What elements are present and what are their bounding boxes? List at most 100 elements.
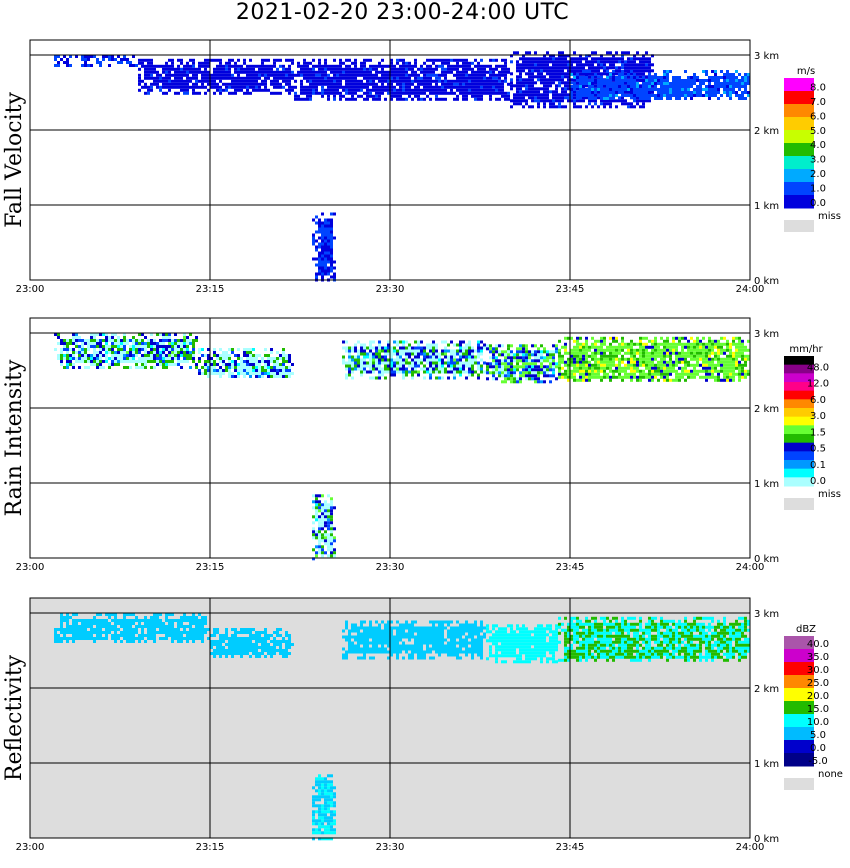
echo-cell [132,342,135,345]
echo-cell [330,85,333,89]
echo-cell [426,82,429,86]
echo-cell [390,94,393,98]
echo-cell [186,360,189,363]
echo-cell [654,76,657,79]
echo-cell [303,91,306,95]
echo-cell [639,69,642,73]
echo-cell [426,361,429,365]
echo-cell [309,76,312,80]
echo-cell [510,377,513,381]
echo-cell [96,631,99,634]
echo-cell [180,351,183,354]
echo-cell [690,342,693,346]
echo-cell [228,70,231,74]
echo-cell [606,88,609,91]
echo-cell [546,51,549,55]
echo-cell [279,58,282,62]
echo-cell [255,357,258,360]
echo-cell [645,336,648,340]
echo-cell [387,343,390,347]
echo-cell [234,67,237,71]
echo-cell [477,367,480,371]
echo-cell [543,81,546,85]
echo-cell [726,76,729,79]
echo-cell [78,619,81,622]
echo-cell [564,375,567,379]
echo-cell [600,351,603,355]
echo-cell [549,78,552,82]
echo-cell [426,94,429,98]
echo-cell [366,97,369,101]
echo-cell [636,85,639,88]
echo-cell [435,349,438,353]
echo-cell [702,342,705,346]
echo-cell [591,369,594,373]
echo-cell [318,548,321,552]
echo-cell [396,343,399,347]
echo-cell [330,236,333,240]
echo-cell [738,348,741,352]
echo-cell [54,640,57,643]
echo-cell [87,354,90,357]
echo-cell [207,360,210,363]
echo-cell [582,354,585,358]
echo-cell [354,64,357,68]
echo-cell [285,375,288,378]
echo-cell [192,354,195,357]
echo-cell [507,362,510,366]
echo-cell [624,375,627,379]
echo-cell [81,348,84,351]
echo-cell [168,339,171,342]
echo-cell [321,70,324,74]
echo-cell [636,342,639,346]
echo-cell [540,75,543,79]
echo-cell [660,372,663,376]
echo-cell [654,366,657,370]
echo-cell [654,369,657,373]
echo-cell [543,365,546,369]
echo-cell [744,357,747,361]
echo-cell [339,91,342,95]
echo-cell [459,91,462,95]
echo-cell [243,79,246,83]
echo-cell [120,351,123,354]
echo-cell [330,239,333,243]
echo-cell [369,70,372,74]
echo-cell [513,93,516,97]
echo-cell [576,360,579,364]
echo-cell [57,634,60,637]
echo-cell [573,360,576,364]
echo-cell [561,366,564,370]
echo-cell [288,64,291,68]
echo-cell [567,363,570,367]
echo-cell [543,96,546,100]
echo-cell [324,236,327,240]
echo-cell [321,245,324,249]
echo-cell [618,66,621,70]
echo-cell [369,79,372,83]
echo-cell [561,354,564,358]
echo-cell [393,73,396,77]
echo-cell [612,375,615,379]
echo-cell [69,616,72,619]
echo-cell [525,362,528,366]
echo-cell [486,371,489,375]
echo-cell [705,354,708,358]
echo-cell [135,345,138,348]
echo-cell [438,58,441,62]
echo-cell [474,70,477,74]
echo-cell [240,64,243,68]
echo-cell [480,88,483,92]
echo-cell [90,363,93,366]
echo-cell [369,367,372,371]
echo-cell [402,61,405,65]
echo-cell [708,85,711,88]
echo-cell [243,348,246,351]
echo-cell [675,82,678,85]
echo-cell [594,69,597,73]
echo-cell [330,548,333,552]
echo-cell [171,64,174,68]
echo-cell [543,359,546,363]
echo-cell [510,380,513,384]
echo-cell [75,622,78,625]
